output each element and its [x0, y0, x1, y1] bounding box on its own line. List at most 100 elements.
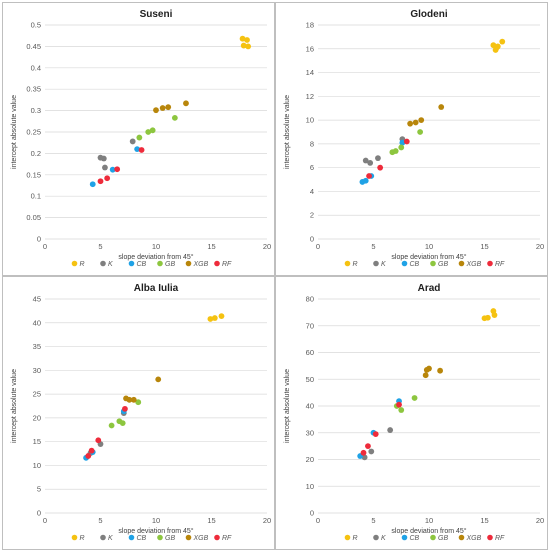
y-tick-label: 16 [306, 44, 314, 53]
data-point-xgb [412, 119, 419, 126]
legend-marker-rf [487, 534, 493, 541]
chart-panel-suseni: Suseni 0 0.05 0.1 0.15 0.2 0.25 0.3 0.35 0.4 0.45 0… [2, 2, 275, 276]
data-point-k [375, 155, 381, 162]
y-tick-label: 0.35 [26, 85, 41, 94]
data-point-gb [417, 129, 424, 135]
legend-marker-r [344, 534, 351, 541]
data-point-xgb [155, 376, 162, 383]
x-tick-label: 0 [316, 516, 320, 525]
data-point-gb [135, 399, 142, 406]
data-point-xgb [437, 367, 443, 374]
x-tick-label: 0 [43, 516, 47, 525]
y-tick-label: 45 [33, 295, 41, 304]
data-point-r [207, 316, 214, 322]
y-tick-label: 2 [310, 211, 314, 220]
legend-label: GB [438, 261, 448, 268]
legend-label: CB [410, 261, 420, 268]
data-point-cb [134, 146, 141, 153]
y-tick-label: 0.5 [31, 21, 41, 30]
y-tick-label: 35 [33, 342, 41, 351]
data-point-rf [138, 147, 145, 153]
data-point-gb [149, 127, 156, 134]
data-point-r [244, 37, 250, 43]
data-point-cb [362, 177, 369, 184]
data-point-gb [411, 395, 418, 401]
y-tick-label: 10 [306, 482, 314, 491]
data-point-xgb [126, 396, 133, 403]
legend-marker-r [71, 534, 78, 541]
legend-label: GB [165, 261, 175, 268]
y-axis-label: intercept absolute value [284, 95, 291, 169]
legend-marker-gb [430, 260, 436, 267]
data-point-xgb [165, 104, 172, 111]
legend-marker-gb [157, 260, 163, 267]
y-tick-label: 30 [306, 428, 314, 437]
data-point-r [491, 312, 498, 318]
data-point-rf [122, 405, 128, 412]
y-tick-label: 10 [33, 461, 41, 470]
y-tick-label: 60 [306, 348, 314, 357]
y-axis-label: intercept absolute value [11, 369, 18, 443]
y-tick-label: 25 [33, 390, 41, 399]
legend-label: CB [137, 535, 147, 542]
data-point-k [387, 427, 394, 433]
legend-marker-k [373, 260, 379, 267]
data-point-r [245, 43, 252, 50]
data-point-gb [136, 134, 143, 141]
data-point-xgb [407, 120, 414, 127]
data-point-k [362, 157, 369, 164]
legend-marker-cb [401, 534, 408, 541]
y-tick-label: 20 [306, 455, 314, 464]
y-tick-label: 0.4 [31, 63, 41, 72]
y-tick-label: 20 [33, 413, 41, 422]
data-point-xgb [183, 100, 189, 107]
x-axis-label: slope deviation from 45° [118, 253, 193, 261]
data-point-gb [392, 148, 399, 154]
data-point-rf [104, 175, 111, 182]
y-tick-label: 50 [306, 375, 314, 384]
chart-svg: Glodeni 0 2 4 6 8 10 12 14 16 18 0 5 10 15 20 slope devi… [284, 9, 544, 268]
y-tick-label: 30 [33, 366, 41, 375]
legend-label: XGB [466, 261, 482, 268]
legend-label: K [381, 261, 386, 268]
chart-svg: Arad 0 10 20 30 40 50 60 70 80 0 5 10 15 20 slope devia… [284, 283, 544, 542]
data-point-r [218, 313, 225, 320]
legend-label: R [353, 535, 358, 542]
legend-marker-rf [214, 260, 220, 267]
x-tick-label: 10 [425, 516, 433, 525]
data-point-rf [377, 164, 384, 171]
data-point-xgb [130, 396, 137, 403]
chart-title: Arad [418, 283, 441, 294]
x-tick-label: 15 [480, 516, 488, 525]
legend-label: RF [222, 261, 232, 268]
x-tick-label: 20 [263, 242, 271, 251]
legend-marker-r [344, 260, 351, 267]
y-tick-label: 0.25 [26, 128, 41, 137]
data-point-rf [85, 453, 92, 459]
data-point-rf [97, 178, 104, 185]
data-point-rf [360, 449, 367, 456]
y-axis-label: intercept absolute value [11, 95, 18, 169]
y-tick-label: 6 [310, 163, 314, 172]
y-tick-label: 0.05 [26, 213, 41, 222]
y-tick-label: 18 [306, 21, 314, 30]
legend-marker-k [100, 260, 106, 267]
data-point-rf [95, 437, 102, 444]
legend-marker-gb [157, 534, 163, 541]
legend-label: R [80, 261, 85, 268]
legend-marker-xgb [458, 534, 465, 541]
data-point-cb [399, 139, 406, 146]
chart-svg: Suseni 0 0.05 0.1 0.15 0.2 0.25 0.3 0.35 0.4 0.45 0… [11, 9, 271, 268]
data-point-gb [171, 114, 178, 121]
data-point-k [367, 160, 374, 166]
legend-label: CB [137, 261, 147, 268]
data-point-r [240, 42, 247, 49]
legend-marker-cb [401, 260, 408, 267]
y-tick-label: 0 [37, 509, 41, 518]
legend-marker-rf [214, 534, 220, 541]
legend-label: GB [165, 535, 175, 542]
data-point-rf [88, 447, 95, 454]
data-point-r [499, 38, 506, 45]
data-point-rf [403, 138, 410, 145]
data-point-rf [396, 401, 402, 408]
